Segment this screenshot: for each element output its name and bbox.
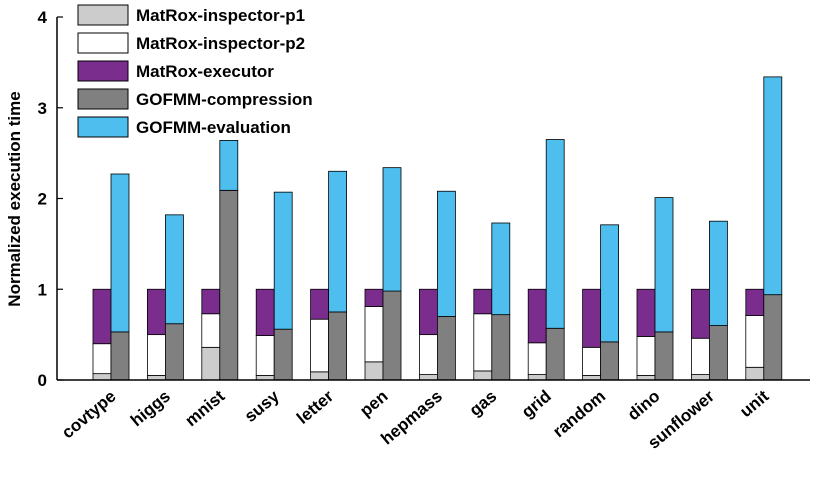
bar-segment-matrox-executor-letter <box>310 288 330 320</box>
y-tick-label: 4 <box>38 8 48 27</box>
bar-segment-matrox-executor-gas <box>473 288 493 315</box>
bar-segment-gofmm-compression-mnist <box>219 189 239 381</box>
bar-segment-matrox-executor-unit <box>745 288 765 316</box>
bar-segment-gofmm-evaluation-dino <box>654 197 674 333</box>
bar-segment-matrox-inspector-p2-covtype <box>92 343 112 375</box>
legend-label-gofmm-evaluation: GOFMM-evaluation <box>136 118 291 137</box>
bar-segment-matrox-executor-hepmass <box>418 288 438 336</box>
legend: MatRox-inspector-p1 MatRox-inspector-p2 Ma… <box>77 4 313 138</box>
bar-segment-gofmm-compression-dino <box>654 331 674 381</box>
x-tick-label: unit <box>736 386 772 421</box>
bar-segment-gofmm-evaluation-letter <box>328 170 348 313</box>
bar-segment-matrox-inspector-p2-random <box>582 346 601 376</box>
bar-segment-matrox-inspector-p2-mnist <box>201 313 221 348</box>
x-tick-label: gas <box>466 387 501 420</box>
bar-segment-matrox-inspector-p2-hepmass <box>418 334 438 375</box>
x-tick-label: mnist <box>181 386 228 430</box>
bar-segment-gofmm-evaluation-sunflower <box>709 220 728 326</box>
legend-swatch-matrox-inspector-p2 <box>77 32 129 54</box>
y-tick-label: 3 <box>38 99 47 118</box>
x-tick-label: letter <box>293 386 337 428</box>
bar-segment-gofmm-evaluation-random <box>600 224 619 343</box>
bar-segment-gofmm-evaluation-covtype <box>110 173 130 333</box>
bar-segment-gofmm-evaluation-unit <box>763 76 783 296</box>
bar-segment-matrox-inspector-p1-grid <box>527 374 547 381</box>
bar-segment-matrox-inspector-p1-hepmass <box>418 374 438 381</box>
bar-segment-matrox-executor-pen <box>364 288 384 307</box>
bar-segment-matrox-executor-mnist <box>201 288 221 315</box>
x-tick-label: pen <box>356 387 391 421</box>
bar-segment-matrox-inspector-p1-sunflower <box>691 374 710 381</box>
bar-segment-matrox-inspector-p2-grid <box>527 342 547 375</box>
bar-segment-matrox-inspector-p2-pen <box>364 306 384 363</box>
bar-segment-matrox-inspector-p2-letter <box>310 318 330 373</box>
y-ticks: 0 1 2 3 4 <box>38 8 63 390</box>
x-tick-label: higgs <box>127 387 174 431</box>
bar-segment-matrox-inspector-p2-higgs <box>146 334 166 376</box>
y-tick-label: 1 <box>38 280 47 299</box>
legend-label-matrox-inspector-p2: MatRox-inspector-p2 <box>136 34 305 53</box>
bar-segment-gofmm-evaluation-pen <box>382 167 402 292</box>
legend-label-matrox-executor: MatRox-executor <box>136 62 274 81</box>
legend-swatch-gofmm-evaluation <box>77 116 129 138</box>
bar-segment-gofmm-compression-higgs <box>164 323 184 381</box>
bar-segment-matrox-inspector-p1-unit <box>745 366 765 381</box>
bar-segment-matrox-executor-dino <box>636 288 656 337</box>
y-tick-label: 0 <box>38 371 47 390</box>
bar-segment-matrox-inspector-p2-sunflower <box>691 337 710 375</box>
bar-segment-gofmm-compression-unit <box>763 294 783 381</box>
bar-segment-gofmm-evaluation-hepmass <box>436 190 456 317</box>
bar-segment-gofmm-evaluation-mnist <box>219 140 239 191</box>
y-tick-label: 2 <box>38 190 47 209</box>
legend-label-matrox-inspector-p1: MatRox-inspector-p1 <box>136 6 305 25</box>
bar-segment-gofmm-compression-gas <box>491 314 511 381</box>
bar-segment-matrox-executor-random <box>582 288 601 348</box>
bar-segment-matrox-inspector-p2-dino <box>636 336 656 376</box>
x-tick-label: dino <box>624 387 664 425</box>
bar-segment-gofmm-compression-hepmass <box>436 316 456 381</box>
bar-segment-gofmm-compression-susy <box>273 328 293 381</box>
bar-segment-gofmm-compression-pen <box>382 290 402 381</box>
x-tick-label: covtype <box>58 387 119 443</box>
bar-segment-gofmm-evaluation-susy <box>273 191 293 330</box>
bar-segment-matrox-executor-grid <box>527 288 547 344</box>
y-axis-label: Normalized execution time <box>5 91 24 306</box>
legend-swatch-matrox-inspector-p1 <box>77 4 129 26</box>
bar-segment-matrox-inspector-p1-letter <box>310 371 330 381</box>
bar-segment-gofmm-compression-sunflower <box>709 325 728 381</box>
bar-segment-gofmm-compression-covtype <box>110 331 130 381</box>
bar-segment-gofmm-evaluation-gas <box>491 222 511 316</box>
x-tick-label: random <box>549 387 609 442</box>
bar-segment-matrox-executor-sunflower <box>691 288 710 339</box>
bar-segment-gofmm-evaluation-grid <box>545 139 565 329</box>
bar-segment-gofmm-compression-random <box>600 341 619 381</box>
x-tick-label: susy <box>241 386 283 426</box>
bar-segment-matrox-executor-higgs <box>146 288 166 336</box>
bar-segment-matrox-inspector-p1-covtype <box>92 373 112 381</box>
bar-segment-matrox-inspector-p2-susy <box>255 335 275 376</box>
bar-segment-matrox-inspector-p2-gas <box>473 313 493 372</box>
legend-label-gofmm-compression: GOFMM-compression <box>136 90 313 109</box>
bar-segment-matrox-executor-covtype <box>92 288 112 345</box>
bar-segment-matrox-inspector-p2-unit <box>745 315 765 368</box>
bar-segment-matrox-inspector-p1-gas <box>473 370 493 381</box>
x-tick-label: hepmass <box>377 387 446 449</box>
bars-layer <box>92 76 783 381</box>
bar-segment-gofmm-evaluation-higgs <box>164 214 184 325</box>
bar-segment-gofmm-compression-grid <box>545 327 565 381</box>
legend-swatch-matrox-executor <box>77 60 129 82</box>
x-tick-label: grid <box>518 387 555 422</box>
legend-swatch-gofmm-compression <box>77 88 129 110</box>
bar-segment-matrox-inspector-p1-pen <box>364 361 384 381</box>
bar-segment-gofmm-compression-letter <box>328 311 348 381</box>
bar-segment-matrox-executor-susy <box>255 288 275 336</box>
bar-segment-matrox-inspector-p1-mnist <box>201 346 221 381</box>
